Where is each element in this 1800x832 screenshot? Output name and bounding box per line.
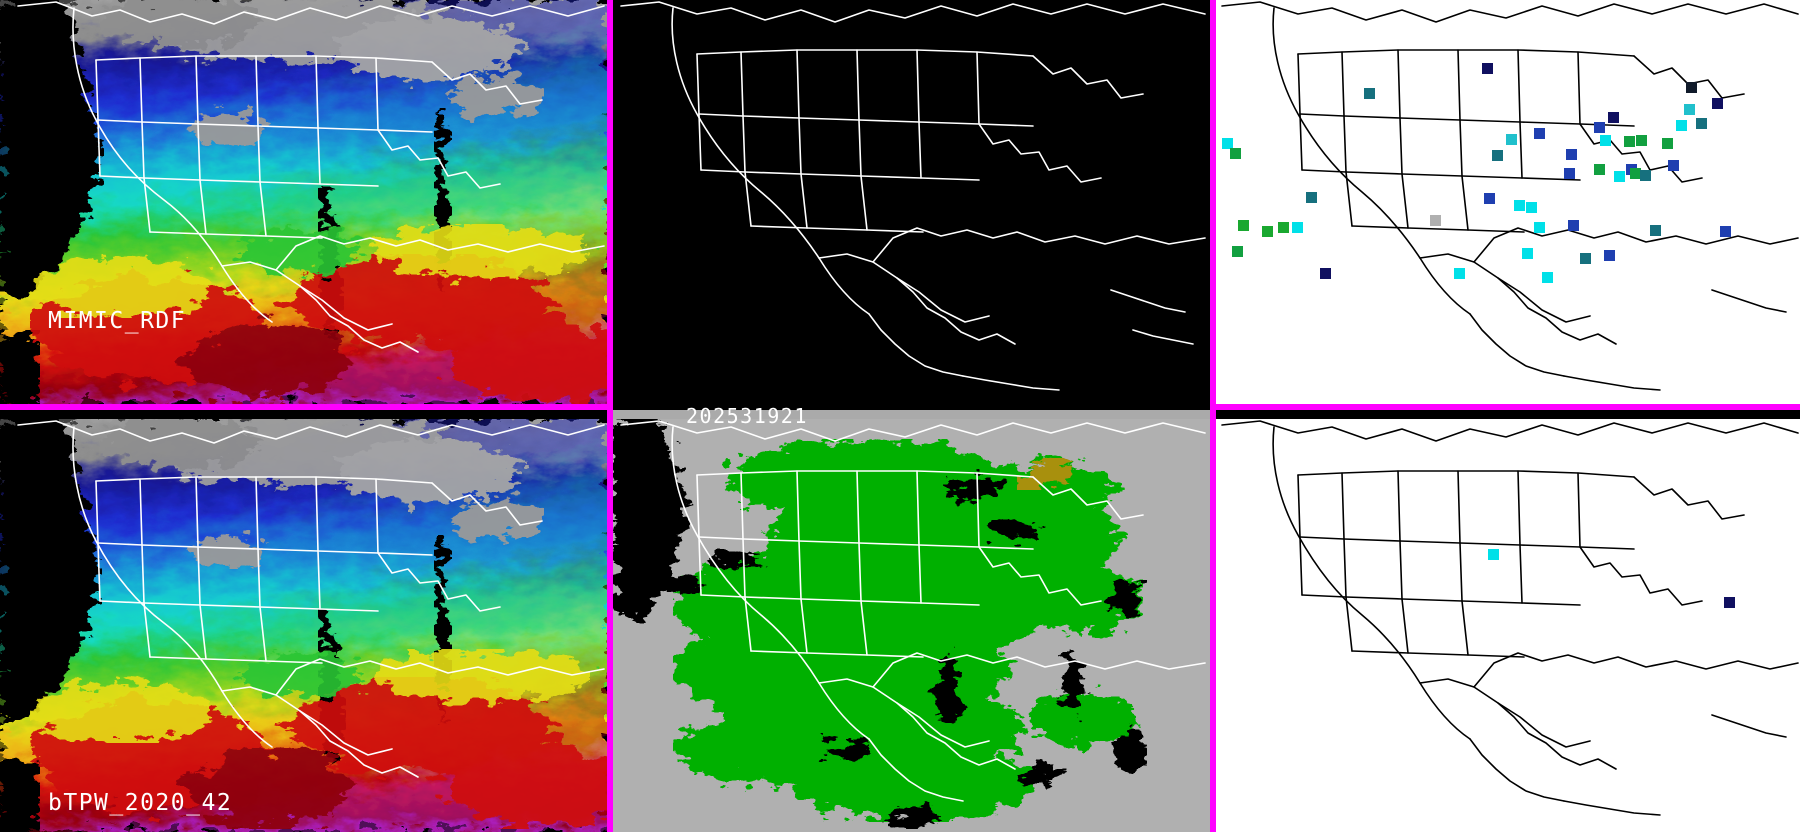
gps-site-marker [1526, 202, 1537, 213]
gps-site-marker [1662, 138, 1673, 149]
data-source-code-raster [613, 419, 1213, 832]
gps-site-marker [1564, 168, 1575, 179]
gps-site-marker [1684, 104, 1695, 115]
panel-btpw[interactable]: bTPW_2020_42 [0, 419, 610, 832]
gps-site-marker [1488, 549, 1499, 560]
gps-site-marker [1454, 268, 1465, 279]
gps-site-marker [1604, 250, 1615, 261]
gps-site-marker [1482, 63, 1493, 74]
tpw-raster-bottom [0, 419, 610, 832]
panel-label-btpw: bTPW_2020_42 [48, 790, 233, 816]
gps-site-marker [1492, 150, 1503, 161]
gps-site-marker [1232, 246, 1243, 257]
panel-label-mimic-rdf: MIMIC_RDF [48, 308, 187, 334]
gps-site-marker [1534, 222, 1545, 233]
gps-site-marker [1594, 122, 1605, 133]
gps-site-marker [1364, 88, 1375, 99]
panel-mimic-rdf[interactable]: MIMIC_RDF [0, 0, 610, 404]
gps-site-marker [1430, 215, 1441, 226]
gps-site-marker [1568, 220, 1579, 231]
gps-site-marker [1696, 118, 1707, 129]
gps-site-marker [1566, 149, 1577, 160]
gps-site-marker [1720, 226, 1731, 237]
gps-site-marker [1292, 222, 1303, 233]
gps-extrap-map [1216, 419, 1800, 832]
gps-site-marker [1608, 112, 1619, 123]
panel-gps-extrap[interactable]: GPS_Extrap [1216, 419, 1800, 832]
gps-sites-map [1216, 0, 1800, 404]
gps-site-marker [1650, 225, 1661, 236]
goes-coverage-mask [613, 0, 1213, 404]
gps-site-marker [1580, 253, 1591, 264]
panel-gps-sites[interactable]: GPS Sites 68 [1216, 0, 1800, 404]
gps-site-marker [1230, 148, 1241, 159]
goes-timestamp: 202531921 [686, 404, 808, 428]
panel-data-source-code[interactable]: Data_Source_Code [613, 419, 1213, 832]
gps-site-marker [1624, 136, 1635, 147]
vertical-separator-2 [1210, 0, 1216, 832]
gps-site-marker [1534, 128, 1545, 139]
gps-site-marker [1514, 200, 1525, 211]
gps-site-marker [1712, 98, 1723, 109]
gps-site-marker [1506, 134, 1517, 145]
gps-site-marker [1614, 171, 1625, 182]
gps-site-marker [1724, 597, 1735, 608]
tpw-raster-top [0, 0, 610, 404]
vertical-separator-1 [607, 0, 613, 832]
timestamp-gray-strip [613, 410, 1210, 419]
gps-site-marker [1668, 160, 1679, 171]
gps-site-marker [1600, 135, 1611, 146]
gps-site-marker [1630, 168, 1641, 179]
gps-site-marker [1484, 193, 1495, 204]
gps-site-marker [1636, 135, 1647, 146]
gps-site-marker [1686, 82, 1697, 93]
gps-site-marker [1238, 220, 1249, 231]
gps-site-marker [1594, 164, 1605, 175]
gps-site-marker [1676, 120, 1687, 131]
gps-site-marker [1262, 226, 1273, 237]
panel-goes-ew[interactable]: GOES_E/W [613, 0, 1213, 404]
gps-site-marker [1278, 222, 1289, 233]
gps-site-marker [1320, 268, 1331, 279]
gps-site-marker [1542, 272, 1553, 283]
gps-site-marker [1522, 248, 1533, 259]
gps-site-marker [1306, 192, 1317, 203]
gps-site-marker [1222, 138, 1233, 149]
gps-site-marker [1640, 170, 1651, 181]
